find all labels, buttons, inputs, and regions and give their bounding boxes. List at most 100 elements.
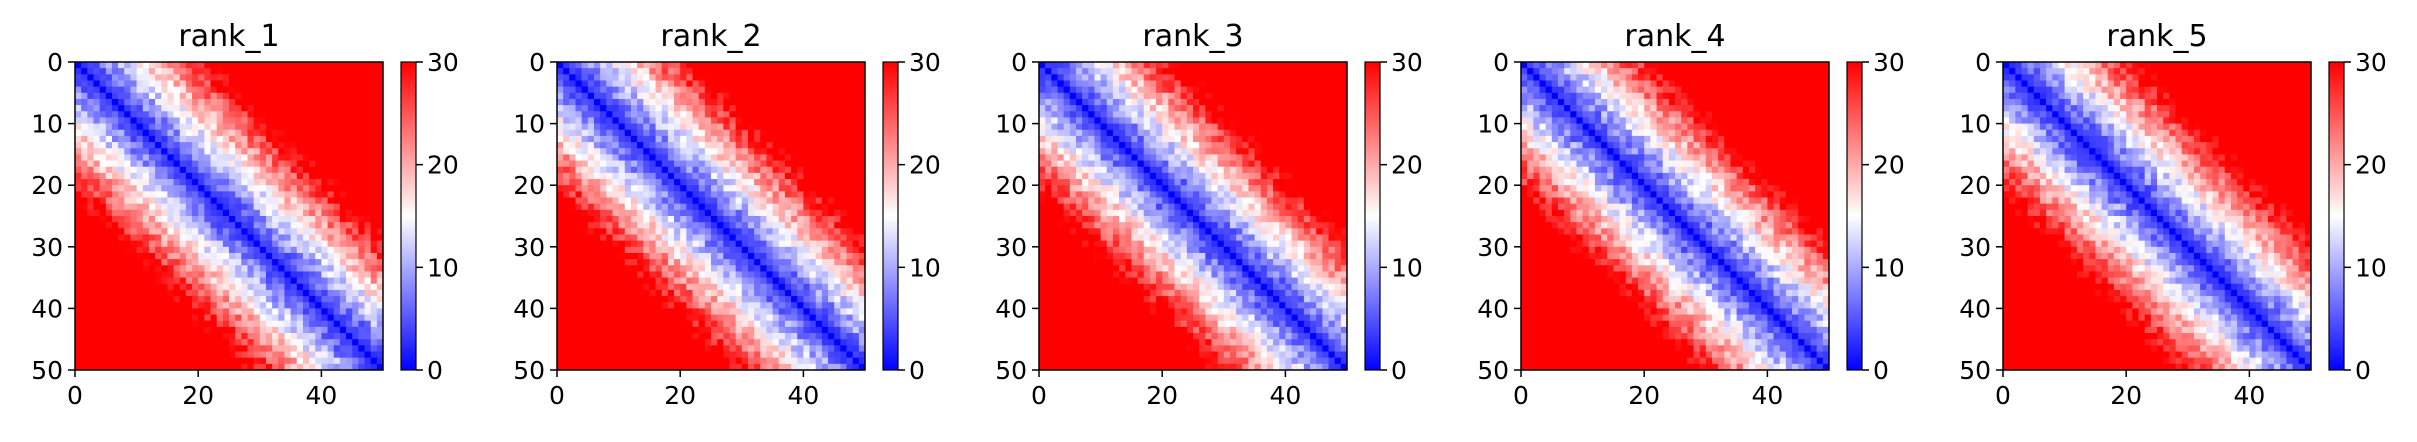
heatmap-cell [186,284,193,291]
heatmap-cell [124,315,131,322]
heatmap-cell [204,308,211,315]
heatmap-cell [853,333,860,340]
heatmap-cell [742,167,749,174]
heatmap-cell [112,204,119,211]
heatmap-cell [272,74,279,81]
heatmap-cell [828,222,835,229]
heatmap-cell [241,241,248,248]
heatmap-cell [575,179,582,186]
heatmap-cell [100,136,107,143]
heatmap-cell [155,241,162,248]
heatmap-cell [840,278,847,285]
heatmap-cell [254,204,261,211]
heatmap-cell [711,185,718,192]
heatmap-cell [575,87,582,94]
heatmap-cell [229,191,236,198]
heatmap-cell [643,345,650,352]
heatmap-cell [235,259,242,266]
heatmap-cell [662,130,669,137]
heatmap-cell [557,253,564,260]
heatmap-cell [723,136,730,143]
heatmap-cell [291,179,298,186]
heatmap-cell [840,210,847,217]
heatmap-cell [278,148,285,155]
heatmap-cell [600,191,607,198]
heatmap-cell [834,117,841,124]
heatmap-cell [779,74,786,81]
heatmap-cell [297,117,304,124]
heatmap-cell [625,339,632,346]
heatmap-cell [600,358,607,365]
heatmap-cell [174,278,181,285]
heatmap-cell [575,247,582,254]
heatmap-cell [229,80,236,87]
heatmap-cell [619,247,626,254]
heatmap-cell [674,259,681,266]
heatmap-cell [600,179,607,186]
heatmap-cell [662,259,669,266]
heatmap-cell [260,167,267,174]
heatmap-cell [328,296,335,303]
heatmap-cell [297,234,304,241]
heatmap-cell [575,74,582,81]
heatmap-cell [828,284,835,291]
heatmap-cell [754,290,761,297]
heatmap-cell [828,358,835,365]
heatmap-cell [100,265,107,272]
heatmap-cell [371,179,378,186]
heatmap-cell [649,321,656,328]
heatmap-cell [693,315,700,322]
heatmap-cell [75,259,82,266]
heatmap-cell [736,148,743,155]
heatmap-cell [612,117,619,124]
heatmap-cell [315,308,322,315]
heatmap-cell [680,345,687,352]
heatmap-cell [192,148,199,155]
heatmap-cell [315,130,322,137]
heatmap-cell [668,327,675,334]
heatmap-cell [278,136,285,143]
heatmap-cell [321,105,328,112]
heatmap-cell [149,161,156,168]
heatmap-cell [662,142,669,149]
heatmap-cell [656,161,663,168]
heatmap-cell [167,296,174,303]
heatmap-cell [328,111,335,118]
heatmap-cell [272,68,279,75]
heatmap-cell [161,259,168,266]
heatmap-cell [371,62,378,69]
heatmap-cell [785,228,792,235]
heatmap-cell [167,358,174,365]
heatmap-cell [266,265,273,272]
heatmap-cell [106,210,113,217]
heatmap-cell [557,130,564,137]
heatmap-cell [229,358,236,365]
heatmap-cell [797,265,804,272]
heatmap-cell [217,253,224,260]
heatmap-cell [180,259,187,266]
heatmap-cell [124,290,131,297]
heatmap-cell [365,210,372,217]
heatmap-cell [557,80,564,87]
heatmap-cell [822,308,829,315]
heatmap-cell [834,352,841,359]
heatmap-cell [563,247,570,254]
heatmap-cell [557,247,564,254]
heatmap-cell [834,142,841,149]
heatmap-cell [557,315,564,322]
heatmap-cell [106,278,113,285]
heatmap-cell [773,87,780,94]
heatmap-cell [284,136,291,143]
heatmap-cell [81,315,88,322]
heatmap-cell [686,74,693,81]
heatmap-cell [668,167,675,174]
heatmap-cell [619,327,626,334]
heatmap-cell [729,345,736,352]
heatmap-cell [612,247,619,254]
heatmap-cell [149,352,156,359]
heatmap-cell [321,290,328,297]
heatmap-cell [100,87,107,94]
heatmap-cell [223,333,230,340]
heatmap-cell [736,136,743,143]
heatmap-cell [260,271,267,278]
